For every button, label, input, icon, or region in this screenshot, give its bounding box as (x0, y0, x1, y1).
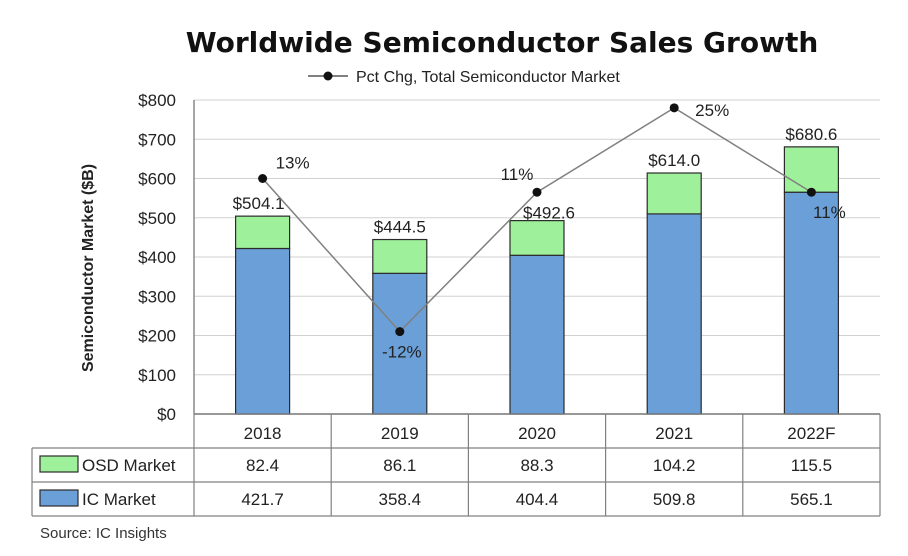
x-tick-label: 2019 (381, 424, 419, 443)
y-axis-label: Semiconductor Market ($B) (80, 164, 97, 372)
y-tick-label: $400 (138, 248, 176, 267)
total-label: $680.6 (785, 125, 837, 144)
y-tick-label: $500 (138, 209, 176, 228)
osd-bar (646, 172, 702, 215)
table-cell: 86.1 (383, 456, 416, 475)
x-tick-label: 2021 (655, 424, 693, 443)
pct-change-point (532, 187, 542, 197)
total-label: $444.5 (374, 218, 426, 237)
chart-title: Worldwide Semiconductor Sales Growth (186, 26, 819, 59)
table-cell: 404.4 (516, 490, 559, 509)
y-tick-labels: $0 $100 $200 $300 $400 $500 $600 $700 $800 (138, 91, 176, 424)
ic-bar (235, 247, 291, 415)
osd-bar (783, 146, 840, 193)
pct-change-line: 13% -12% 11% 25% 11% (258, 101, 846, 362)
ic-bar (372, 272, 428, 415)
y-tick-label: $200 (138, 327, 176, 346)
pct-change-label: 11% (501, 165, 534, 184)
table-cell: 88.3 (520, 456, 553, 475)
table-cell: 104.2 (653, 456, 696, 475)
y-tick-label: $800 (138, 91, 176, 110)
pct-change-label: 11% (813, 203, 846, 222)
table-cell: 82.4 (246, 456, 279, 475)
total-label: $614.0 (648, 151, 700, 170)
y-tick-label: $600 (138, 170, 176, 189)
legend-swatch (39, 455, 79, 473)
pct-change-label: -12% (382, 343, 422, 362)
pct-change-label: 13% (276, 154, 310, 173)
row-label: OSD Market (82, 456, 176, 475)
x-tick-label: 2018 (244, 424, 282, 443)
row-label: IC Market (82, 490, 156, 509)
y-tick-label: $300 (138, 287, 176, 306)
legend-line-label: Pct Chg, Total Semiconductor Market (356, 69, 620, 86)
legend-swatch (39, 489, 79, 507)
x-tick-label: 2022F (787, 424, 835, 443)
table-cell: 565.1 (790, 490, 833, 509)
ic-bar (783, 191, 840, 415)
y-tick-label: $100 (138, 366, 176, 385)
osd-bar (372, 238, 428, 274)
bars (235, 146, 840, 415)
data-table: 2018 2019 2020 2021 2022F OSD Market 82.4 86.1 8… (31, 413, 881, 517)
table-cell: 115.5 (791, 456, 832, 475)
legend-marker (323, 71, 333, 81)
pct-change-point (258, 174, 268, 183)
osd-bar (509, 220, 565, 256)
total-labels: $504.1 $444.5 $492.6 $614.0 $680.6 (233, 125, 838, 237)
total-label: $504.1 (233, 194, 285, 213)
osd-bar (235, 215, 291, 250)
table-cell: 358.4 (379, 490, 422, 509)
legend: Pct Chg, Total Semiconductor Market (308, 69, 620, 86)
pct-change-point (806, 187, 816, 197)
y-tick-label: $700 (138, 130, 176, 149)
y-tick-label: $0 (157, 405, 176, 424)
table-cell: 509.8 (653, 490, 696, 509)
pct-change-point (669, 103, 679, 113)
pct-change-point (395, 327, 405, 337)
ic-bar (509, 254, 565, 415)
source-note: Source: IC Insights (40, 525, 167, 542)
pct-change-label: 25% (695, 101, 729, 120)
ic-bar (646, 213, 702, 415)
total-label: $492.6 (523, 204, 575, 223)
x-tick-label: 2020 (518, 424, 556, 443)
table-cell: 421.7 (241, 490, 284, 509)
